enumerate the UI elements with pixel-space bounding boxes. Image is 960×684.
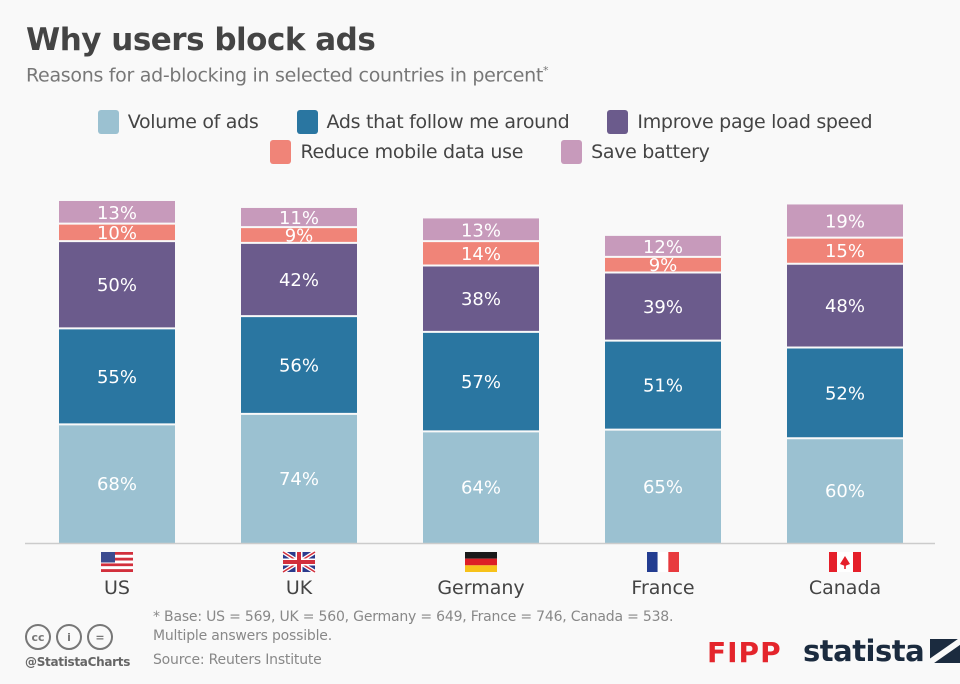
bar-segment xyxy=(241,227,357,243)
data-label: 9% xyxy=(649,255,678,276)
bar-segment xyxy=(241,242,357,317)
chart-title: Why users block ads xyxy=(26,22,376,58)
data-label: 39% xyxy=(643,297,683,318)
data-label: 57% xyxy=(461,372,501,393)
legend-item-mobile-data: Reduce mobile data use xyxy=(270,140,523,164)
legend-row-1: Volume of ads Ads that follow me around … xyxy=(0,110,960,134)
data-label: 13% xyxy=(97,203,137,224)
bar-segment xyxy=(787,438,903,543)
bar-segment xyxy=(241,316,357,414)
fipp-logo[interactable]: FIPP xyxy=(707,636,782,669)
data-label: 14% xyxy=(461,244,501,265)
bar-segment xyxy=(59,223,175,242)
legend-item-battery: Save battery xyxy=(561,140,710,164)
bar-segment xyxy=(605,256,721,273)
bar-segment xyxy=(59,200,175,224)
bar-segment xyxy=(423,431,539,543)
data-label: 55% xyxy=(97,367,137,388)
us-flag-icon xyxy=(101,552,133,572)
data-label: 13% xyxy=(461,220,501,241)
germany-flag-icon xyxy=(465,552,497,572)
legend-swatch xyxy=(97,110,119,134)
bar-segment xyxy=(241,207,357,228)
bar-segment xyxy=(605,235,721,257)
category-label: Canada xyxy=(809,577,881,599)
statista-wordmark: statista xyxy=(803,634,925,668)
bar-segment xyxy=(787,263,903,348)
legend-label: Save battery xyxy=(591,141,710,163)
footnote-base: * Base: US = 569, UK = 560, Germany = 64… xyxy=(153,609,674,625)
bar-segment xyxy=(241,413,357,543)
license-icons: cc i = xyxy=(25,624,113,650)
data-label: 42% xyxy=(279,270,319,291)
data-label: 60% xyxy=(825,481,865,502)
statista-logo[interactable]: statista xyxy=(803,634,960,668)
category-label: US xyxy=(104,577,130,599)
data-label: 9% xyxy=(285,226,314,247)
category-label: Germany xyxy=(437,577,524,599)
category-label: France xyxy=(631,577,694,599)
data-label: 68% xyxy=(97,474,137,495)
legend-label: Reduce mobile data use xyxy=(300,141,524,163)
data-label: 52% xyxy=(825,383,865,404)
category-label: UK xyxy=(286,577,313,599)
data-label: 10% xyxy=(97,223,137,244)
data-label: 65% xyxy=(643,477,683,498)
bar-segment xyxy=(787,347,903,439)
bar-segment xyxy=(59,424,175,543)
legend-row-2: Reduce mobile data use Save battery xyxy=(0,140,960,164)
france-flag-icon xyxy=(647,552,679,572)
data-label: 12% xyxy=(643,237,683,258)
data-label: 19% xyxy=(825,212,865,233)
creative-commons-icon[interactable]: cc xyxy=(25,624,51,650)
legend-swatch xyxy=(561,140,583,164)
bar-segment xyxy=(423,218,539,242)
attribution-icon[interactable]: i xyxy=(56,624,82,650)
statista-mark-icon xyxy=(930,639,960,663)
canada-flag-icon xyxy=(829,552,861,572)
data-label: 56% xyxy=(279,356,319,377)
legend-label: Ads that follow me around xyxy=(326,111,570,133)
source-text: Source: Reuters Institute xyxy=(153,652,322,668)
legend-item-speed: Improve page load speed xyxy=(607,110,873,134)
bar-segment xyxy=(787,204,903,238)
bar-segment xyxy=(605,429,721,543)
bar-segment xyxy=(423,241,539,266)
subtitle-text: Reasons for ad-blocking in selected coun… xyxy=(26,64,544,87)
footnote: * Base: US = 569, UK = 560, Germany = 64… xyxy=(153,608,673,646)
legend-label: Improve page load speed xyxy=(637,111,873,133)
data-label: 48% xyxy=(825,296,865,317)
data-label: 15% xyxy=(825,241,865,262)
bar-segment xyxy=(605,272,721,341)
legend-label: Volume of ads xyxy=(127,111,259,133)
chart-subtitle: Reasons for ad-blocking in selected coun… xyxy=(26,64,549,87)
legend-item-volume: Volume of ads xyxy=(97,110,259,134)
subtitle-asterisk: * xyxy=(543,64,549,77)
bar-segment xyxy=(423,265,539,332)
twitter-handle[interactable]: @StatistaCharts xyxy=(25,655,131,669)
uk-flag-icon xyxy=(281,550,317,574)
legend-swatch xyxy=(270,140,292,164)
legend-swatch xyxy=(607,110,629,134)
data-label: 74% xyxy=(279,469,319,490)
bar-segment xyxy=(605,340,721,430)
legend-swatch xyxy=(296,110,318,134)
data-label: 11% xyxy=(279,208,319,229)
data-label: 51% xyxy=(643,376,683,397)
data-label: 50% xyxy=(97,275,137,296)
no-derivatives-icon[interactable]: = xyxy=(87,624,113,650)
data-label: 64% xyxy=(461,478,501,499)
bar-segment xyxy=(59,241,175,329)
footnote-multiple: Multiple answers possible. xyxy=(153,628,332,644)
bar-segment xyxy=(423,331,539,432)
bar-segment xyxy=(787,237,903,264)
data-label: 38% xyxy=(461,289,501,310)
legend-item-follow: Ads that follow me around xyxy=(296,110,570,134)
bar-segment xyxy=(59,328,175,425)
